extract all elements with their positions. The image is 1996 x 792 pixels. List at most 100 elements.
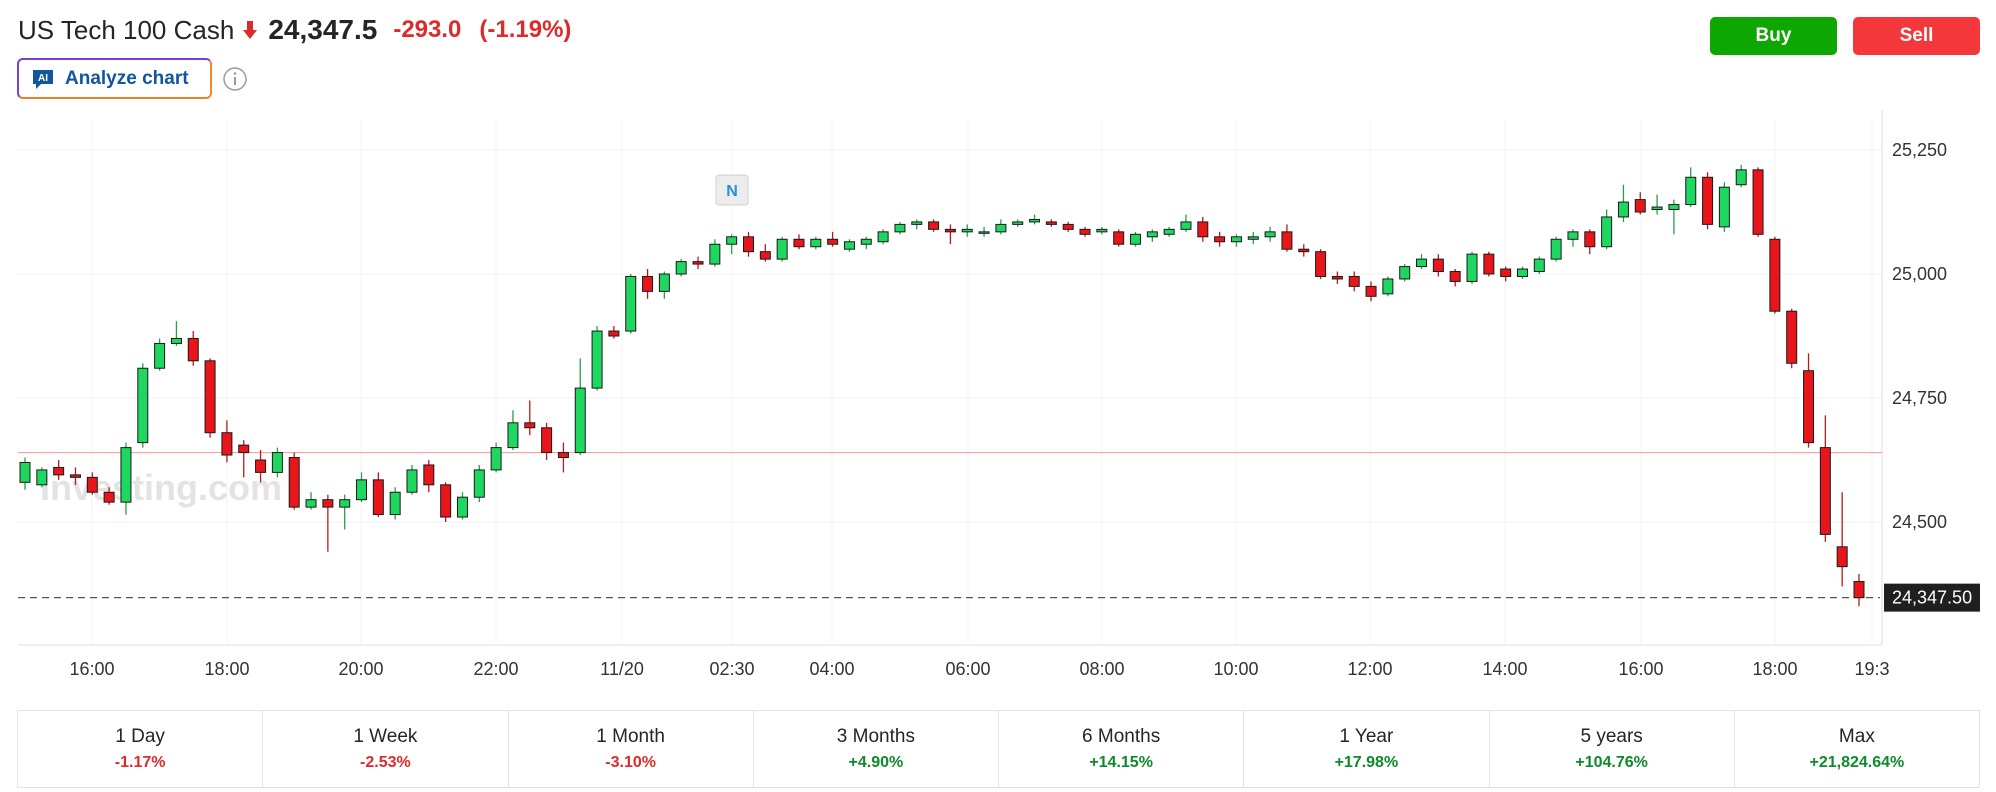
candle	[608, 326, 620, 339]
price-chart[interactable]: Investing.com N 25,250 25,000 24,750 24,500…	[0, 110, 1996, 690]
period-label: 1 Month	[596, 726, 665, 747]
candle	[1567, 229, 1579, 247]
candle-body	[995, 223, 1007, 233]
chart-watermark: Investing.com	[40, 467, 282, 508]
candle	[120, 442, 132, 515]
candle-body	[53, 466, 65, 476]
candle	[1163, 226, 1175, 237]
instrument-name: US Tech 100 Cash	[18, 14, 235, 45]
period-3-months[interactable]: 3 Months +4.90%	[754, 711, 999, 787]
candle	[103, 487, 115, 505]
candle	[1500, 266, 1512, 282]
y-tick-label: 24,750	[1892, 388, 1947, 408]
candle	[709, 239, 721, 267]
candle-body	[305, 499, 317, 508]
candle	[490, 442, 502, 473]
candle-body	[608, 330, 620, 337]
candle-body	[557, 452, 569, 459]
candle-body	[574, 387, 586, 454]
period-5-years[interactable]: 5 years +104.76%	[1490, 711, 1735, 787]
candle	[1617, 184, 1629, 222]
period-label: 6 Months	[1082, 726, 1161, 747]
candle	[238, 440, 250, 478]
news-marker-label: N	[726, 183, 738, 200]
candle-body	[961, 228, 973, 233]
sell-button[interactable]: Sell	[1853, 17, 1980, 55]
candle-body	[1331, 275, 1343, 280]
candle-body	[69, 474, 81, 478]
x-tick-label: 04:00	[809, 659, 854, 679]
candle-body	[709, 243, 721, 265]
candle	[928, 219, 940, 232]
candle-body	[1197, 221, 1209, 238]
period-1-day[interactable]: 1 Day -1.17%	[18, 711, 264, 787]
y-tick-label: 25,250	[1892, 140, 1947, 160]
candle-body	[1264, 231, 1276, 238]
candle	[1516, 266, 1528, 279]
candle	[827, 231, 839, 247]
candle	[1315, 249, 1327, 279]
buy-button[interactable]: Buy	[1710, 17, 1837, 55]
candle	[1146, 229, 1158, 242]
candle-body	[1769, 238, 1781, 312]
candle	[305, 492, 317, 510]
candle	[204, 358, 216, 438]
candle	[1786, 308, 1798, 369]
candle-body	[1718, 186, 1730, 228]
candle-body	[810, 238, 822, 248]
x-tick-label: 12:00	[1347, 659, 1392, 679]
period-change: -1.17%	[114, 754, 166, 771]
candle	[1533, 256, 1545, 274]
current-price-label: 24,347.50	[1892, 588, 1972, 608]
candle	[19, 457, 31, 490]
x-tick-label: 08:00	[1079, 659, 1124, 679]
candle	[255, 450, 267, 483]
candle-body	[1045, 221, 1057, 225]
news-marker[interactable]: N	[715, 174, 749, 206]
candle-body	[204, 360, 216, 434]
candle	[1113, 229, 1125, 247]
period-6-months[interactable]: 6 Months +14.15%	[999, 711, 1245, 787]
period-change: -2.53%	[360, 754, 411, 771]
period-1-month[interactable]: 1 Month -3.10%	[509, 711, 754, 787]
candle	[1096, 226, 1108, 235]
candle-body	[1819, 447, 1831, 535]
candle-body	[1365, 285, 1377, 297]
candle-body	[1247, 236, 1259, 240]
candle	[1180, 214, 1192, 232]
period-change: -3.10%	[605, 754, 656, 771]
price-change: -293.0	[393, 16, 462, 43]
candle	[1129, 231, 1141, 247]
candle-body	[1230, 236, 1242, 243]
candle-body	[1096, 228, 1108, 233]
candle-body	[1853, 581, 1865, 599]
candle-body	[473, 469, 485, 498]
candle	[187, 331, 199, 366]
candle	[1651, 194, 1663, 215]
candle-body	[187, 337, 199, 362]
info-icon[interactable]	[222, 66, 248, 92]
candle	[1685, 167, 1697, 208]
candle-body	[221, 432, 233, 456]
candle-body	[490, 447, 502, 471]
candle-body	[827, 238, 839, 245]
period-1-week[interactable]: 1 Week -2.53%	[263, 711, 509, 787]
candle	[557, 442, 569, 473]
period-1-year[interactable]: 1 Year +17.98%	[1244, 711, 1490, 787]
candle-body	[1129, 233, 1141, 245]
period-max[interactable]: Max +21,824.64%	[1735, 711, 1979, 787]
candle-body	[1483, 253, 1495, 275]
candle	[1668, 199, 1680, 235]
candle-body	[911, 221, 923, 225]
candle	[810, 236, 822, 250]
candle	[1483, 251, 1495, 277]
candle-body	[1735, 169, 1747, 186]
candle-body	[1533, 258, 1545, 273]
period-label: 1 Day	[115, 726, 165, 747]
analyze-chart-button[interactable]: AI Analyze chart	[17, 58, 212, 99]
candle	[1012, 219, 1024, 227]
candle-body	[1281, 231, 1293, 250]
period-label: 5 years	[1580, 726, 1643, 747]
candle-body	[860, 238, 872, 245]
candle-body	[238, 444, 250, 454]
